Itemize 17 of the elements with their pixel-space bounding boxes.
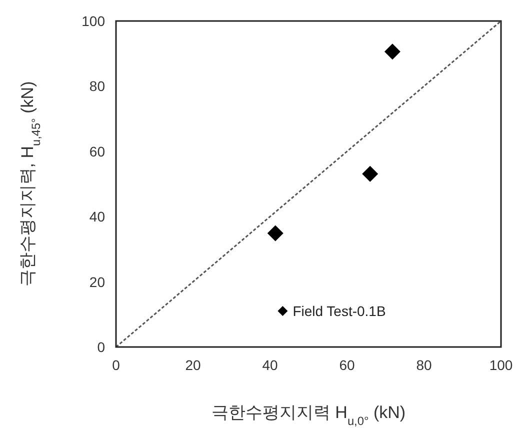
x-tick-label: 20 <box>185 357 201 373</box>
y-tick-label: 40 <box>89 208 106 225</box>
y-tick-label: 0 <box>97 339 106 355</box>
point <box>384 44 400 60</box>
x-tick-label: 100 <box>489 357 513 373</box>
y-tick-label: 20 <box>89 274 106 290</box>
y-tick-label: 100 <box>82 13 106 29</box>
point <box>362 166 378 182</box>
legend-label: Field Test-0.1B <box>292 303 386 319</box>
x-axis-title: 극한수평지지력 H$_{u,0°}$ (kN) <box>211 403 406 428</box>
y-tick-label: 60 <box>89 143 106 160</box>
x-tick-label: 80 <box>416 357 432 373</box>
x-tick-label: 60 <box>339 357 355 373</box>
y-tick-label: 80 <box>89 78 106 94</box>
x-tick-label: 40 <box>262 357 278 373</box>
x-tick-label: 0 <box>112 357 120 373</box>
point <box>267 225 284 242</box>
